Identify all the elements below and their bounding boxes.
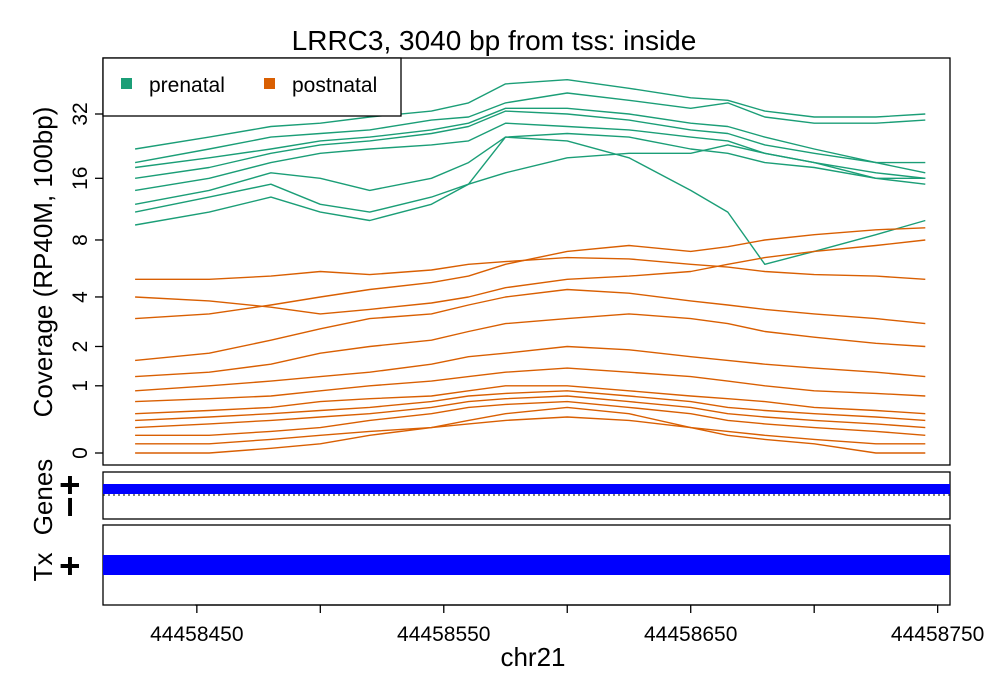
y-tick-label-32: 32 [69, 102, 92, 125]
y-tick-label-1: 1 [69, 380, 92, 392]
chart-title: LRRC3, 3040 bp from tss: inside [292, 25, 697, 56]
series-line-prenatal-7 [134, 136, 926, 265]
series-line-postnatal-16 [135, 390, 926, 422]
legend-label-postnatal: postnatal [292, 74, 377, 97]
series-line-prenatal-6 [134, 144, 926, 213]
y-tick-label-16: 16 [69, 167, 92, 190]
y-tick-label-0: 0 [69, 447, 92, 459]
coverage-panel-frame [102, 57, 951, 466]
series-line-postnatal-12 [135, 313, 926, 378]
coverage-panel: 0 1 2 4 8 16 32 [69, 57, 951, 466]
series-line-postnatal-19 [135, 416, 926, 445]
tx-plus-strand-label: + [49, 555, 90, 576]
series-line-postnatal-9 [135, 227, 926, 320]
series-line-postnatal-14 [135, 367, 926, 403]
tx-track-label: Tx [28, 553, 58, 582]
legend: prenatal postnatal [102, 57, 402, 117]
y-axis: 0 1 2 4 8 16 32 [69, 102, 103, 459]
y-tick-label-4: 4 [69, 291, 92, 303]
series-line-postnatal-8 [135, 256, 926, 280]
genes-minus-strand-label: − [49, 496, 90, 517]
series-line-postnatal-13 [135, 345, 926, 392]
series-line-postnatal-10 [135, 239, 926, 315]
genes-track-frame [102, 471, 951, 520]
series-line-postnatal-17 [135, 395, 926, 429]
genes-feature-bar [103, 484, 950, 494]
legend-box [102, 57, 402, 117]
series-line-postnatal-18 [135, 400, 926, 436]
x-tick-label-44458450: 44458450 [150, 623, 243, 646]
x-tick-label-44458550: 44458550 [397, 623, 490, 646]
x-tick-label-44458650: 44458650 [644, 623, 737, 646]
tx-feature-bar [103, 555, 950, 575]
series-line-prenatal-0 [134, 78, 926, 150]
genes-plus-strand-label: + [49, 474, 90, 495]
series-line-prenatal-3 [134, 110, 926, 179]
legend-swatch-postnatal [264, 78, 275, 89]
series-line-prenatal-2 [135, 107, 926, 174]
series-group [134, 78, 926, 454]
y-tick-label-2: 2 [69, 341, 92, 353]
legend-label-prenatal: prenatal [149, 74, 225, 97]
series-line-postnatal-15 [135, 385, 926, 415]
series-line-prenatal-1 [134, 92, 926, 164]
legend-swatch-prenatal [121, 78, 132, 89]
y-axis-label: Coverage (RP40M, 100bp) [28, 107, 58, 418]
x-tick-label-44458750: 44458750 [891, 623, 984, 646]
x-axis-label: chr21 [500, 642, 565, 672]
series-line-postnatal-20 [135, 406, 926, 454]
tx-track: Tx + [28, 524, 951, 606]
genes-track: Genes + − [28, 459, 951, 536]
series-line-prenatal-5 [134, 132, 926, 205]
genes-track-label: Genes [28, 459, 58, 536]
series-line-postnatal-11 [135, 288, 926, 362]
y-tick-label-8: 8 [69, 234, 92, 246]
x-axis: 44458450 44458550 44458650 44458750 [150, 604, 984, 646]
